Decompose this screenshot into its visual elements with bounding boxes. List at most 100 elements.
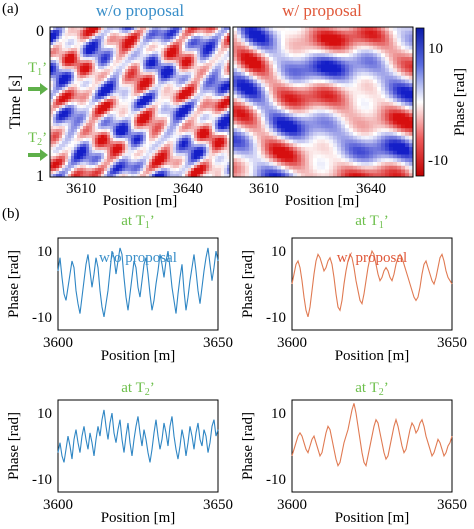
heatmap-cell: [265, 132, 270, 137]
heatmap-cell: [341, 34, 346, 39]
heatmap-cell: [131, 90, 135, 94]
heatmap-cell: [381, 38, 386, 43]
heatmap-cell: [349, 60, 354, 65]
heatmap-cell: [377, 120, 382, 125]
heatmap-cell: [200, 153, 204, 157]
heatmap-cell: [209, 126, 213, 130]
heatmap-cell: [59, 117, 63, 121]
heatmap-cell: [293, 79, 298, 84]
heatmap-cell: [146, 57, 150, 61]
heatmap-cell: [209, 69, 213, 73]
heatmap-cell: [89, 144, 93, 148]
heatmap-cell: [104, 114, 108, 118]
heatmap-cell: [116, 153, 120, 157]
heatmap-cell: [289, 158, 294, 163]
heatmap-cell: [110, 93, 114, 97]
heatmap-cell: [128, 51, 132, 55]
heatmap-cell: [146, 105, 150, 109]
heatmap-cell: [325, 64, 330, 69]
heatmap-cell: [212, 51, 216, 55]
heatmap-cell: [269, 158, 274, 163]
heatmap-cell: [293, 45, 298, 50]
heatmap-cell: [369, 102, 374, 107]
heatmap-cell: [101, 51, 105, 55]
heatmap-cell: [164, 87, 168, 91]
heatmap-cell: [137, 60, 141, 64]
heatmap-cell: [134, 126, 138, 130]
heatmap-cell: [101, 81, 105, 85]
heatmap-cell: [385, 143, 390, 148]
heatmap-cell: [233, 109, 238, 114]
heatmap-cell: [140, 90, 144, 94]
heatmap-cell: [361, 60, 366, 65]
heatmap-cell: [113, 81, 117, 85]
heatmap-cell: [68, 120, 72, 124]
heatmap-cell: [313, 128, 318, 133]
heatmap-cell: [149, 60, 153, 64]
heatmap-cell: [285, 135, 290, 140]
heatmap-cell: [185, 120, 189, 124]
heatmap-cell: [218, 27, 222, 31]
heatmap-cell: [305, 139, 310, 144]
heatmap-cell: [134, 66, 138, 70]
heatmap-cell: [113, 123, 117, 127]
heatmap-cell: [393, 143, 398, 148]
heatmap-cell: [301, 98, 306, 103]
heatmap-cell: [233, 120, 238, 125]
heatmap-cell: [197, 165, 201, 169]
heatmap-cell: [191, 33, 195, 37]
heatmap-cell: [241, 42, 246, 47]
heatmap-cell: [337, 132, 342, 137]
heatmap-cell: [261, 45, 266, 50]
heatmap-cell: [59, 66, 63, 70]
heatmap-cell: [227, 141, 231, 145]
heatmap-cell: [125, 96, 129, 100]
heatmap-cell: [62, 96, 66, 100]
heatmap-cell: [409, 147, 414, 152]
heatmap-cell: [191, 168, 195, 172]
heatmap-cell: [369, 57, 374, 62]
heatmap-cell: [385, 113, 390, 118]
ytick-label: 10: [271, 406, 286, 422]
heatmap-cell: [309, 120, 314, 125]
heatmap-cell: [122, 117, 126, 121]
heatmap-cell: [265, 150, 270, 155]
heatmap-cell: [373, 150, 378, 155]
heatmap-cell: [62, 75, 66, 79]
heatmap-cell: [285, 169, 290, 174]
heatmap-cell: [119, 99, 123, 103]
heatmap-cell: [152, 162, 156, 166]
heatmap-cell: [221, 120, 225, 124]
heatmap-cell: [249, 132, 254, 137]
heatmap-cell: [194, 144, 198, 148]
heatmap-cell: [385, 53, 390, 58]
heatmap-cell: [110, 165, 114, 169]
heatmap-cell: [155, 123, 159, 127]
heatmap-cell: [101, 99, 105, 103]
heatmap-cell: [212, 144, 216, 148]
heatmap-cell: [131, 63, 135, 67]
heatmap-cell: [71, 87, 75, 91]
heatmap-cell: [212, 159, 216, 163]
heatmap-cell: [325, 132, 330, 137]
heatmap-cell: [249, 158, 254, 163]
heatmap-cell: [373, 94, 378, 99]
heatmap-cell: [164, 159, 168, 163]
heatmap-cell: [92, 168, 96, 172]
heatmap-cell: [353, 57, 358, 62]
heatmap-cell: [206, 117, 210, 121]
heatmap-cell: [173, 72, 177, 76]
heatmap-cell: [167, 60, 171, 64]
heatmap-cell: [357, 162, 362, 167]
heatmap-cell: [325, 98, 330, 103]
heatmap-cell: [281, 169, 286, 174]
heatmap-cell: [125, 42, 129, 46]
heatmap-cell: [125, 162, 129, 166]
heatmap-cell: [197, 66, 201, 70]
heatmap-cell: [149, 57, 153, 61]
heatmap-cell: [203, 129, 207, 133]
heatmap-cell: [113, 147, 117, 151]
heatmap-cell: [261, 83, 266, 88]
heatmap-cell: [385, 75, 390, 80]
heatmap-cell: [149, 45, 153, 49]
